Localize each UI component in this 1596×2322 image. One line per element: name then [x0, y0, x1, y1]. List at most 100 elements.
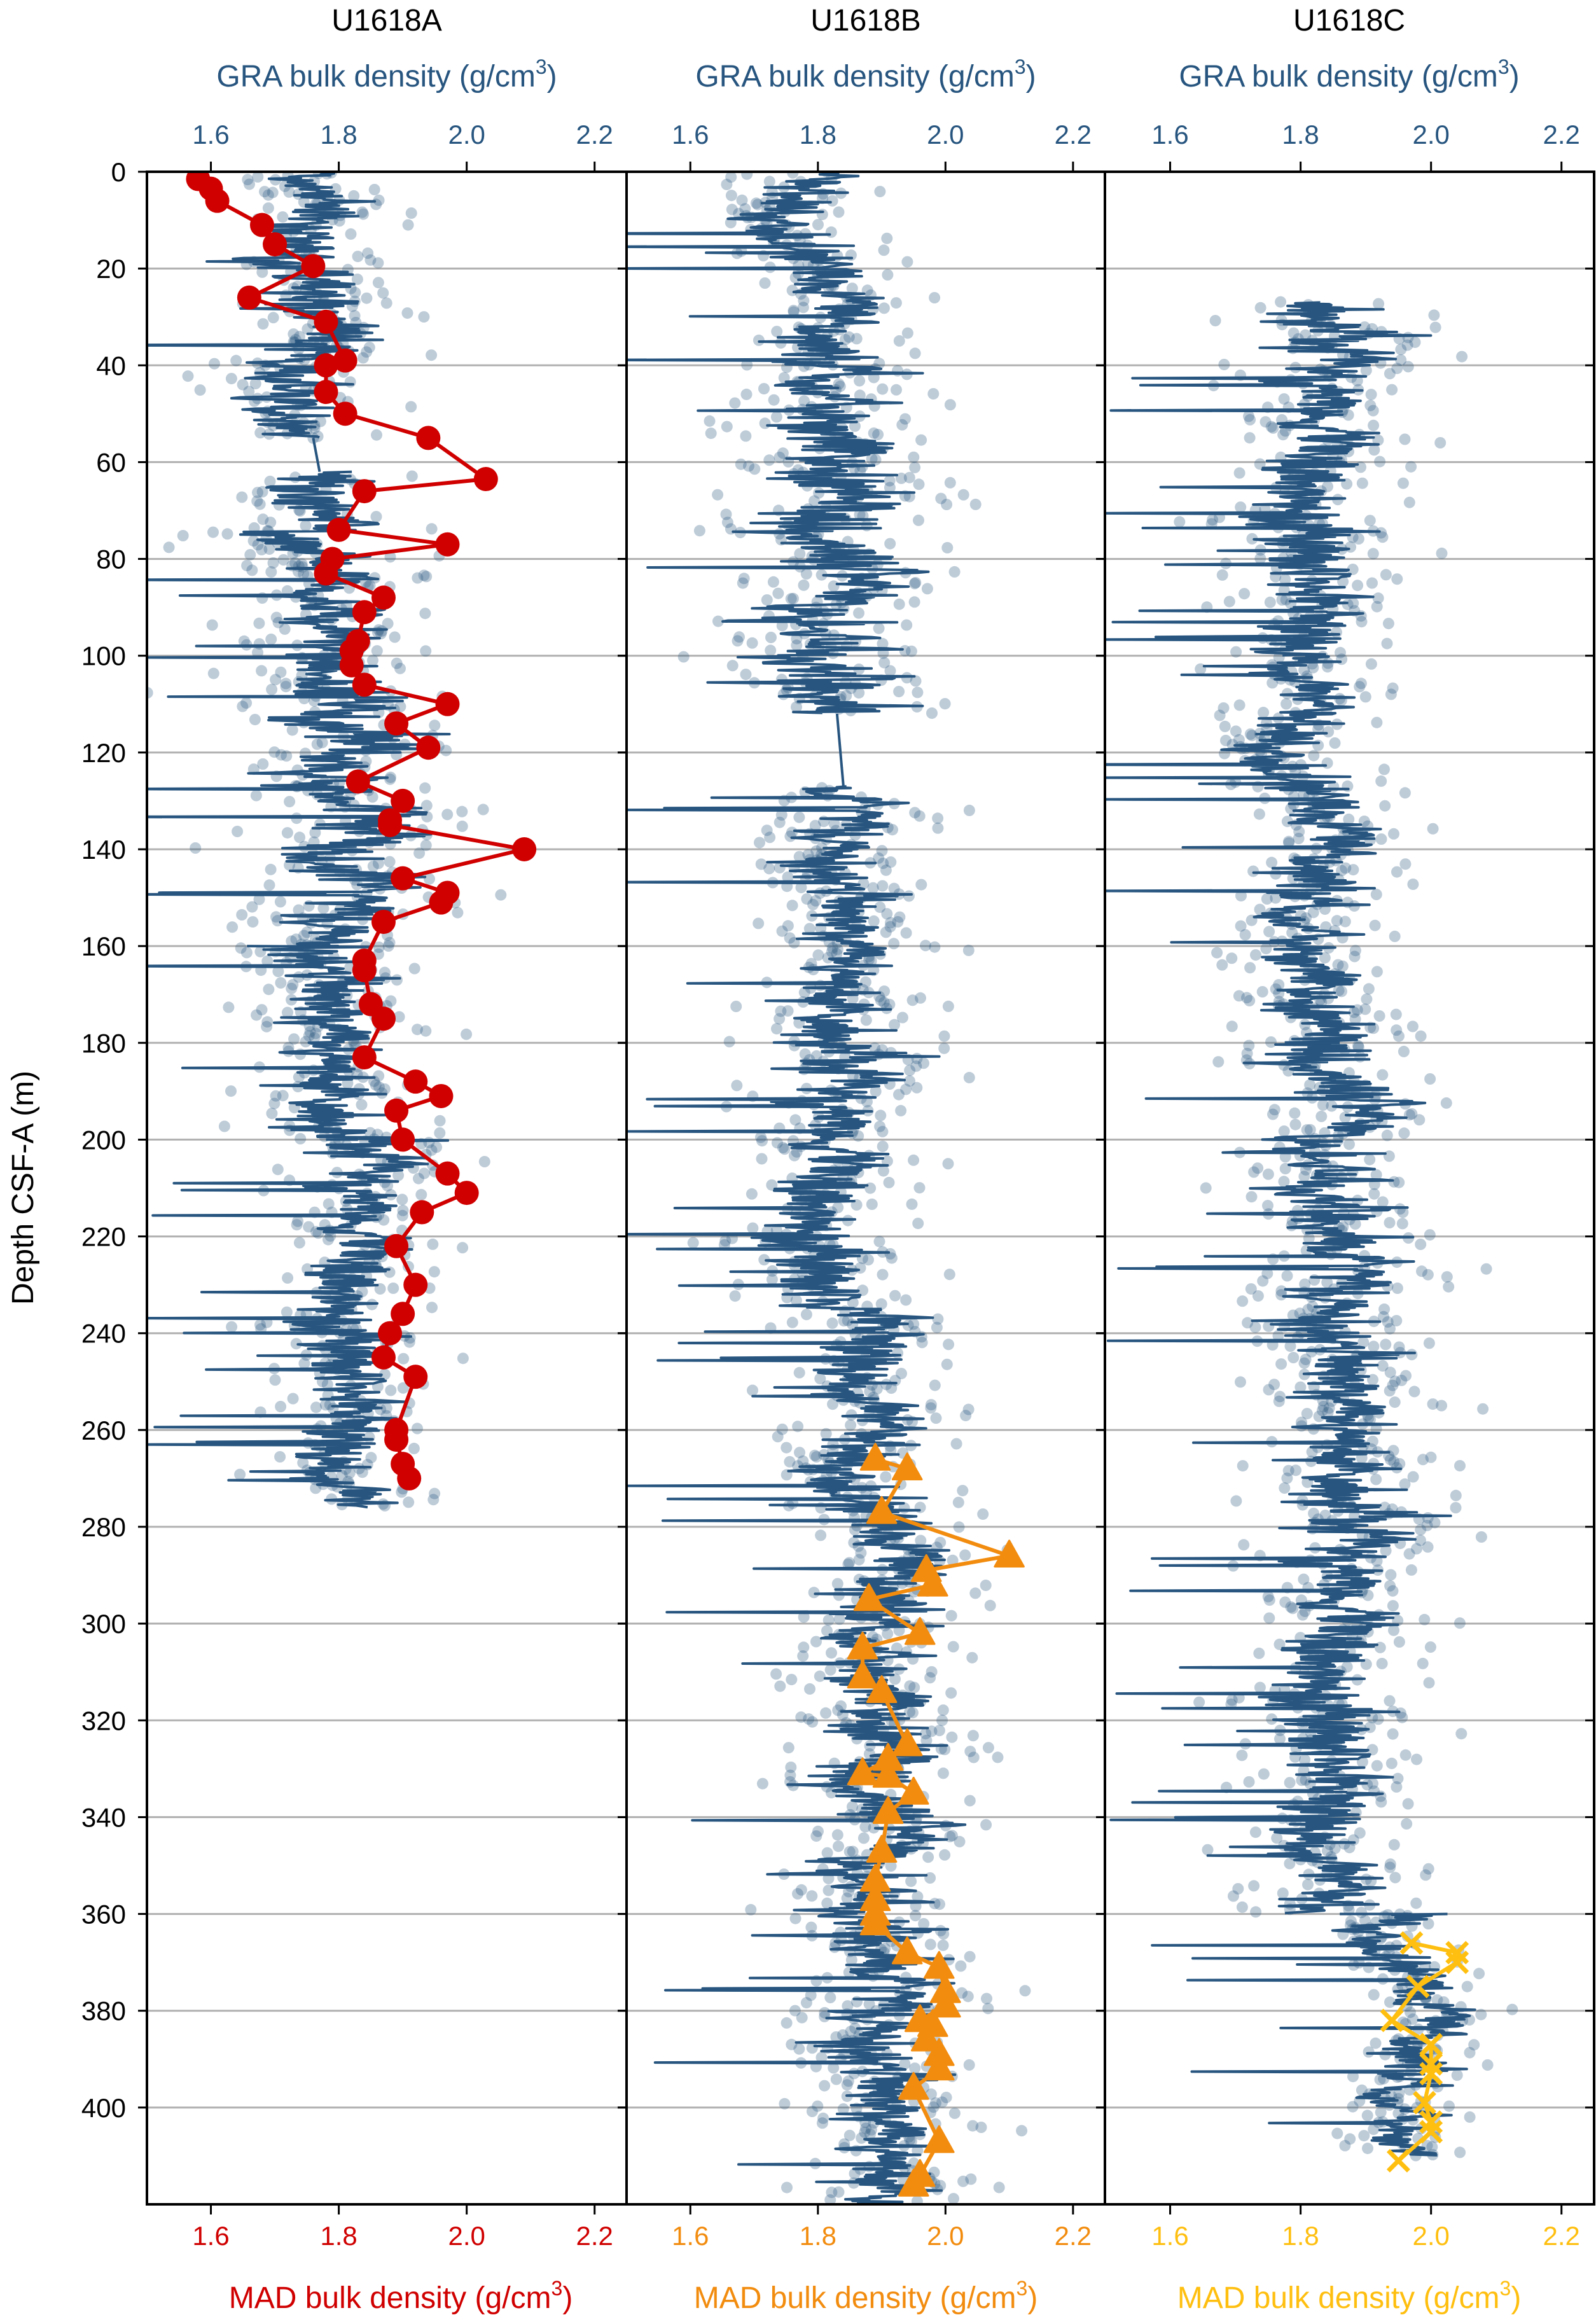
gra-point: [962, 1991, 974, 2003]
gra-point: [385, 771, 396, 783]
gra-point: [824, 2194, 836, 2204]
gra-point: [426, 349, 438, 361]
gra-point: [920, 1734, 933, 1746]
gra-point: [838, 1315, 850, 1327]
mad-point-triangle: [866, 1496, 898, 1524]
gra-point: [440, 744, 452, 756]
gra-point: [735, 458, 747, 470]
gra-point: [349, 286, 361, 298]
gra-point: [323, 1234, 334, 1246]
gra-point: [1333, 985, 1345, 997]
gra-point: [1393, 1341, 1405, 1353]
mad-point-triangle: [917, 1568, 948, 1597]
gra-point: [1389, 1375, 1401, 1387]
gra-point: [925, 2088, 937, 2100]
gra-point: [336, 1470, 348, 1482]
gra-point: [808, 1587, 820, 1599]
gra-point: [913, 1182, 926, 1194]
gra-point: [428, 1266, 440, 1278]
gra-point: [826, 1317, 838, 1329]
gra-point: [418, 569, 430, 581]
gra-point: [1262, 1168, 1274, 1180]
gra-point: [1436, 547, 1448, 559]
gra-point: [912, 1218, 924, 1230]
gra-point: [1239, 929, 1251, 941]
gra-point: [957, 2175, 969, 2187]
gra-point: [1307, 907, 1319, 919]
mad-xtick-label-u1618c: 1.8: [1282, 2221, 1319, 2251]
gra-point: [912, 686, 924, 699]
axes-layer: 1.6 1.6 1.8 1.8 2.0 2.0 2.2 2.2 1.6 1.6 1.8 1.8 2.0 2…: [81, 120, 1595, 2251]
gra-point: [1482, 2059, 1494, 2071]
gra-point: [955, 1960, 967, 1972]
gra-point: [1377, 1360, 1389, 1372]
gra-point: [743, 460, 754, 472]
mad-point-circle: [249, 212, 274, 237]
gra-point: [348, 190, 360, 202]
gra-point: [1360, 365, 1372, 377]
gra-point: [378, 1214, 390, 1226]
gra-point: [805, 1989, 817, 2001]
mad-xtick-label-u1618a: 1.6: [192, 2221, 229, 2251]
gra-point: [1262, 1200, 1273, 1212]
panel-frame-u1618c: [1104, 170, 1595, 2206]
gra-point: [871, 1383, 883, 1395]
gra-point: [945, 1609, 957, 1622]
gra-point: [1348, 1006, 1360, 1018]
gra-point: [877, 1125, 889, 1137]
ytick-label: 100: [81, 641, 126, 671]
gra-point: [883, 1176, 895, 1188]
gra-point: [267, 186, 279, 198]
gra-point: [869, 1042, 881, 1054]
gra-point: [798, 1611, 810, 1623]
gra-point: [1316, 1405, 1328, 1417]
gra-point: [1218, 702, 1230, 714]
gra-point: [396, 1193, 408, 1206]
gra-point: [824, 1992, 836, 2003]
gra-point: [948, 566, 961, 578]
gra-point: [270, 611, 282, 623]
gra-point: [1312, 739, 1324, 751]
gra-point: [1423, 1677, 1435, 1689]
gra-point: [721, 517, 733, 529]
gra-point: [286, 982, 298, 994]
mad-point-triangle: [994, 1540, 1025, 1568]
gra-point: [937, 1939, 949, 1951]
gra-point: [775, 1005, 787, 1017]
gra-point: [788, 592, 799, 604]
gra-point: [366, 655, 378, 667]
gra-point: [261, 955, 274, 967]
gra-point: [905, 2135, 917, 2147]
gra-point: [943, 1338, 955, 1351]
gra-point: [412, 572, 424, 584]
panel-u1618c-clipped: [1105, 296, 1518, 2173]
gra-point: [910, 576, 922, 588]
mad-point-circle: [397, 1466, 422, 1491]
gra-point: [938, 1928, 950, 1940]
mad-xtick-label-u1618c: 2.0: [1412, 2221, 1449, 2251]
gra-axis-label-c-close: ): [1509, 60, 1520, 94]
gra-point: [1254, 302, 1266, 314]
gra-point: [819, 2006, 831, 2019]
gra-point: [1506, 2003, 1518, 2015]
gra-point: [1261, 893, 1273, 905]
gra-point: [864, 2128, 876, 2140]
gra-point: [287, 1393, 299, 1405]
gra-point: [1248, 1880, 1260, 1892]
gra-point: [895, 472, 907, 484]
gra-point: [457, 1242, 469, 1254]
mad-point-circle: [352, 672, 377, 697]
gra-point: [495, 889, 507, 901]
gra-point: [885, 1382, 898, 1394]
mad-point-x: [1399, 1931, 1424, 1955]
gra-point: [863, 954, 875, 966]
gra-point: [1253, 808, 1265, 820]
gra-point: [1354, 681, 1366, 693]
gra-point: [903, 890, 915, 902]
gra-point: [1425, 1451, 1437, 1463]
gra-point: [1319, 1510, 1331, 1521]
gra-point: [1368, 1188, 1380, 1200]
gra-point: [756, 1135, 768, 1147]
gra-point: [1250, 949, 1261, 961]
gra-point: [945, 1687, 957, 1699]
